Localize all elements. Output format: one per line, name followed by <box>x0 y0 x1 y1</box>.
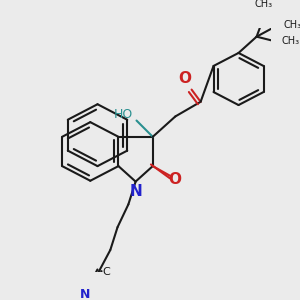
Text: C: C <box>103 267 111 277</box>
Text: O: O <box>178 71 191 86</box>
Text: N: N <box>129 184 142 199</box>
Text: CH₃: CH₃ <box>284 20 300 30</box>
Text: CH₃: CH₃ <box>255 0 273 9</box>
Text: CH₃: CH₃ <box>282 36 300 46</box>
Text: HO: HO <box>114 107 134 121</box>
Text: O: O <box>168 172 181 187</box>
Text: N: N <box>80 288 90 300</box>
